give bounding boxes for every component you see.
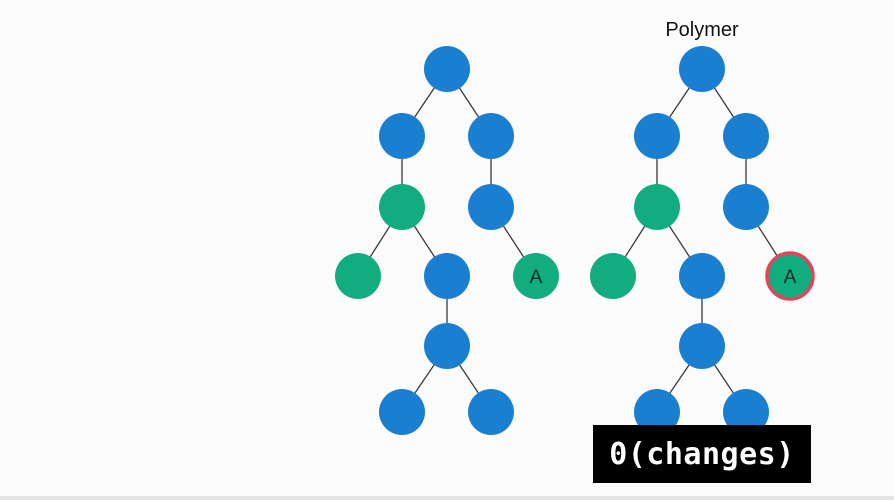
tree-node: [634, 113, 680, 159]
tree-node-label: A: [784, 267, 797, 288]
tree-node: [723, 184, 769, 230]
tree-node: [424, 323, 470, 369]
tree-node: [723, 113, 769, 159]
tree-node: [468, 184, 514, 230]
tree-node: [679, 46, 725, 92]
tree-node-highlight: [335, 253, 381, 299]
tree-node-highlight: [590, 253, 636, 299]
tree-node: [424, 46, 470, 92]
tree-node-highlight: [634, 184, 680, 230]
tree-node: [379, 389, 425, 435]
tree-node: [723, 389, 769, 435]
tree-node: [679, 253, 725, 299]
bottom-border: [0, 496, 894, 500]
tree-node-changed: [765, 251, 815, 301]
tree-title: Polymer: [665, 19, 739, 41]
tree-node: [468, 389, 514, 435]
tree-node-highlight: [379, 184, 425, 230]
tree-node: [379, 113, 425, 159]
caption-box: 0(changes): [593, 425, 811, 483]
tree-node: [424, 253, 470, 299]
tree-node-label: A: [530, 267, 543, 288]
left-tree: A: [335, 46, 559, 435]
caption-text: 0(changes): [609, 436, 795, 472]
right-tree: Polymer A: [590, 19, 815, 435]
tree-node-highlight: [513, 253, 559, 299]
tree-node: [468, 113, 514, 159]
tree-node: [679, 323, 725, 369]
tree-node: [634, 389, 680, 435]
